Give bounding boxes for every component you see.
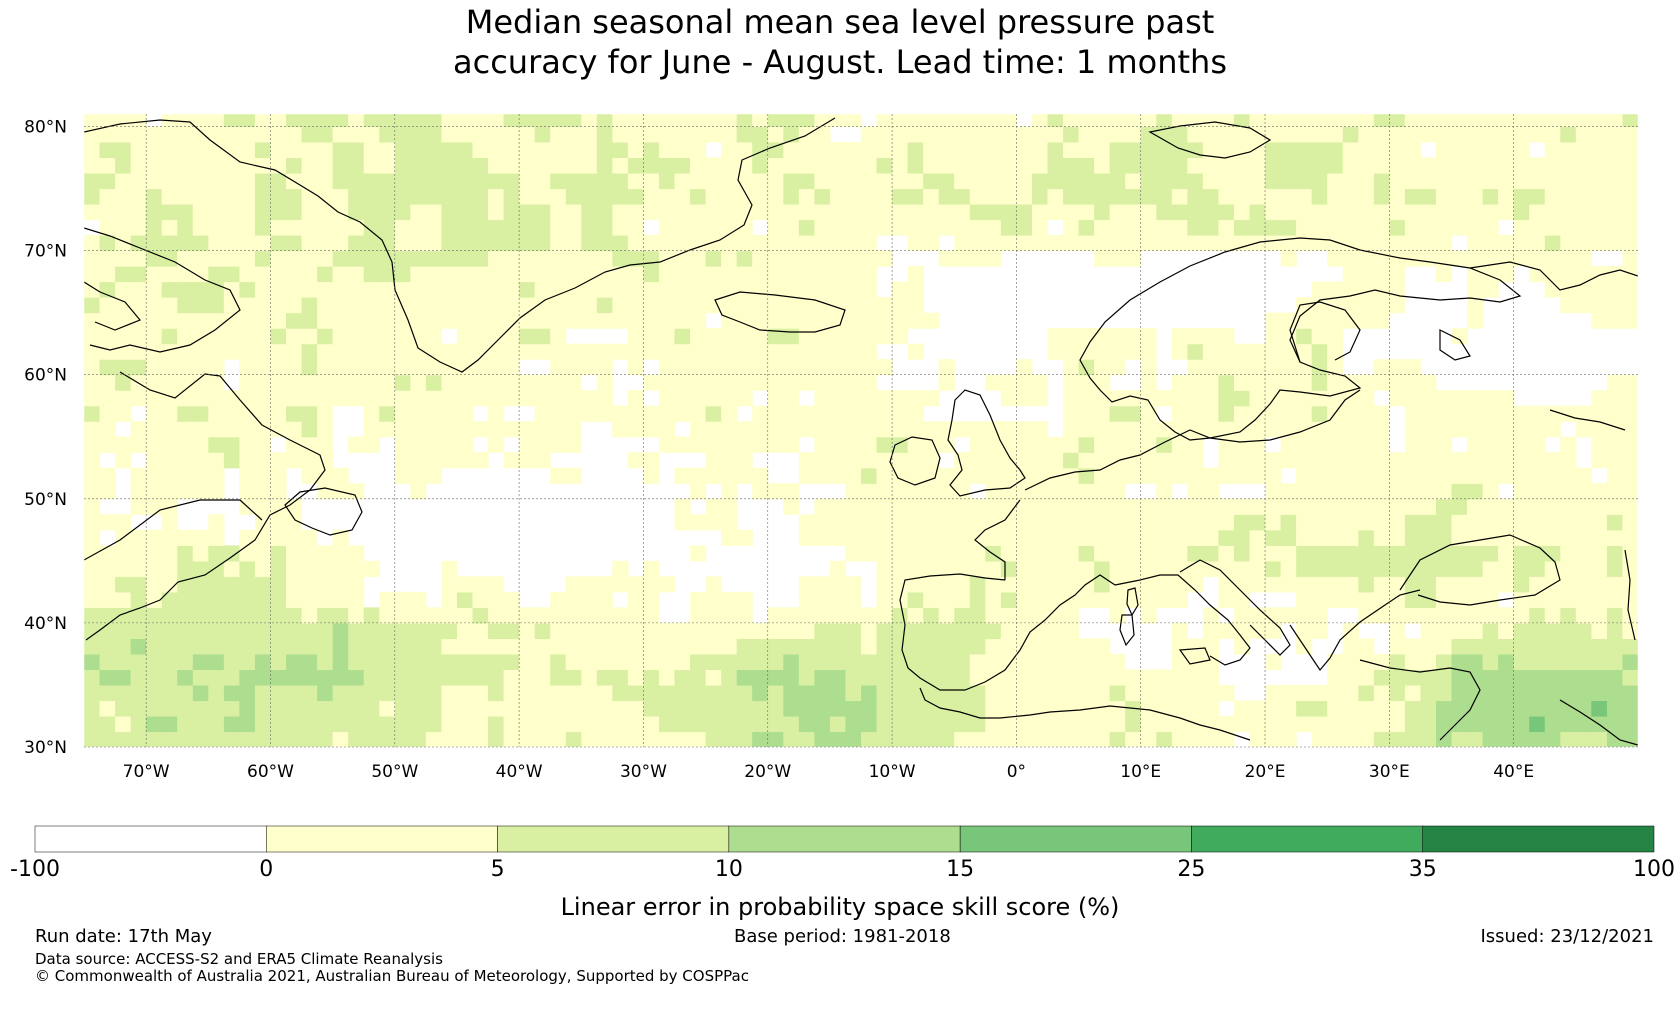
lon-tick-label: 40°W [496, 762, 543, 782]
coastline-mediterranean-north [1114, 574, 1251, 666]
coastline-black-sea [1399, 534, 1561, 606]
colorbar-tick-label: 15 [946, 857, 974, 882]
coastline-iceland [714, 291, 846, 333]
coastline-newfoundland [284, 487, 363, 536]
colorbar-segment [34, 825, 267, 853]
lat-tick-label: 80°N [24, 117, 67, 137]
lat-tick-label: 70°N [24, 242, 67, 262]
coastline-europe-west [1024, 389, 1361, 491]
coastline-caspian [1624, 549, 1636, 641]
colorbar-segment [497, 825, 730, 853]
latitude-labels: 80°N 70°N 60°N 50°N 40°N 30°N [24, 117, 67, 758]
coastline-sicily [1178, 647, 1211, 665]
coastline-balkans [1289, 589, 1421, 672]
colorbar-tick-label: 35 [1409, 857, 1437, 882]
coastline-ireland [889, 436, 941, 486]
coastlines [84, 117, 1638, 746]
lon-tick-label: 50°W [371, 762, 418, 782]
lon-tick-label: 20°E [1245, 762, 1286, 782]
colorbar-segment [1191, 825, 1423, 853]
colorbar-label: Linear error in probability space skill … [560, 893, 1120, 921]
skill-score-field [84, 114, 1638, 747]
lon-tick-label: 10°E [1120, 762, 1161, 782]
coastline-britain [947, 389, 1026, 497]
data-source: Data source: ACCESS-S2 and ERA5 Climate … [35, 950, 443, 968]
colorbar-tick-label: 25 [1177, 857, 1205, 882]
lon-tick-label: 10°W [869, 762, 916, 782]
coastline-sardinia [1119, 614, 1135, 647]
lon-tick-label: 70°W [123, 762, 170, 782]
issued-date: Issued: 23/12/2021 [1480, 926, 1654, 947]
colorbar-segment [959, 825, 1192, 853]
colorbar-segment [728, 825, 961, 853]
coastline-levant [1359, 659, 1481, 741]
coastline-baffin [84, 227, 241, 353]
colorbar-segment [266, 825, 498, 853]
colorbar-tick-label: 0 [259, 857, 273, 882]
base-period: Base period: 1981-2018 [734, 926, 951, 947]
lon-tick-label: 60°W [247, 762, 294, 782]
copyright: © Commonwealth of Australia 2021, Austra… [35, 967, 749, 985]
coastline-labrador [85, 371, 326, 641]
title-line-1: Median seasonal mean sea level pressure … [465, 3, 1215, 41]
longitude-labels: 70°W 60°W 50°W 40°W 30°W 20°W 10°W 0° 10°E 20°E 30… [123, 762, 1534, 782]
colorbar-tick-label: 5 [491, 857, 505, 882]
coastline-svalbard [1148, 121, 1272, 159]
lon-tick-label: 20°W [744, 762, 791, 782]
colorbar-tick-label: 100 [1633, 857, 1675, 882]
lon-tick-label: 30°E [1369, 762, 1410, 782]
colorbar [34, 825, 1655, 853]
lon-tick-label: 40°E [1493, 762, 1534, 782]
coastline-france-biscay [974, 499, 1021, 580]
title-line-2: accuracy for June - August. Lead time: 1… [453, 43, 1227, 81]
lat-tick-label: 40°N [24, 614, 67, 634]
coastline-white-sea [1439, 329, 1471, 361]
lat-tick-label: 50°N [24, 490, 67, 510]
coastline-greenland [84, 117, 836, 373]
colorbar-segment [1422, 825, 1655, 853]
coastline-russia-north [1469, 261, 1638, 291]
colorbar-tick-label: -100 [10, 857, 60, 882]
lat-tick-label: 30°N [24, 738, 67, 758]
coastline-corsica [1126, 587, 1139, 617]
coastline-iberia [899, 573, 1116, 691]
colorbar-tick-labels: -100 0 5 10 15 25 35 100 [10, 857, 1675, 882]
coastline-bothnia [1289, 301, 1361, 363]
lon-tick-label: 0° [1007, 762, 1026, 782]
graticule [84, 114, 1638, 748]
chart-title: Median seasonal mean sea level pressure … [0, 2, 1680, 82]
run-date: Run date: 17th May [35, 926, 212, 947]
lon-tick-label: 30°W [620, 762, 667, 782]
lat-tick-label: 60°N [24, 366, 67, 386]
coastline-north-africa [919, 687, 1251, 741]
coastline-kara [1549, 409, 1626, 431]
coastline-italy [1179, 559, 1291, 656]
coastline-canada-north [84, 281, 141, 331]
coastline-red-sea [1559, 699, 1638, 746]
colorbar-tick-label: 10 [715, 857, 743, 882]
coastline-gulf [84, 499, 263, 561]
